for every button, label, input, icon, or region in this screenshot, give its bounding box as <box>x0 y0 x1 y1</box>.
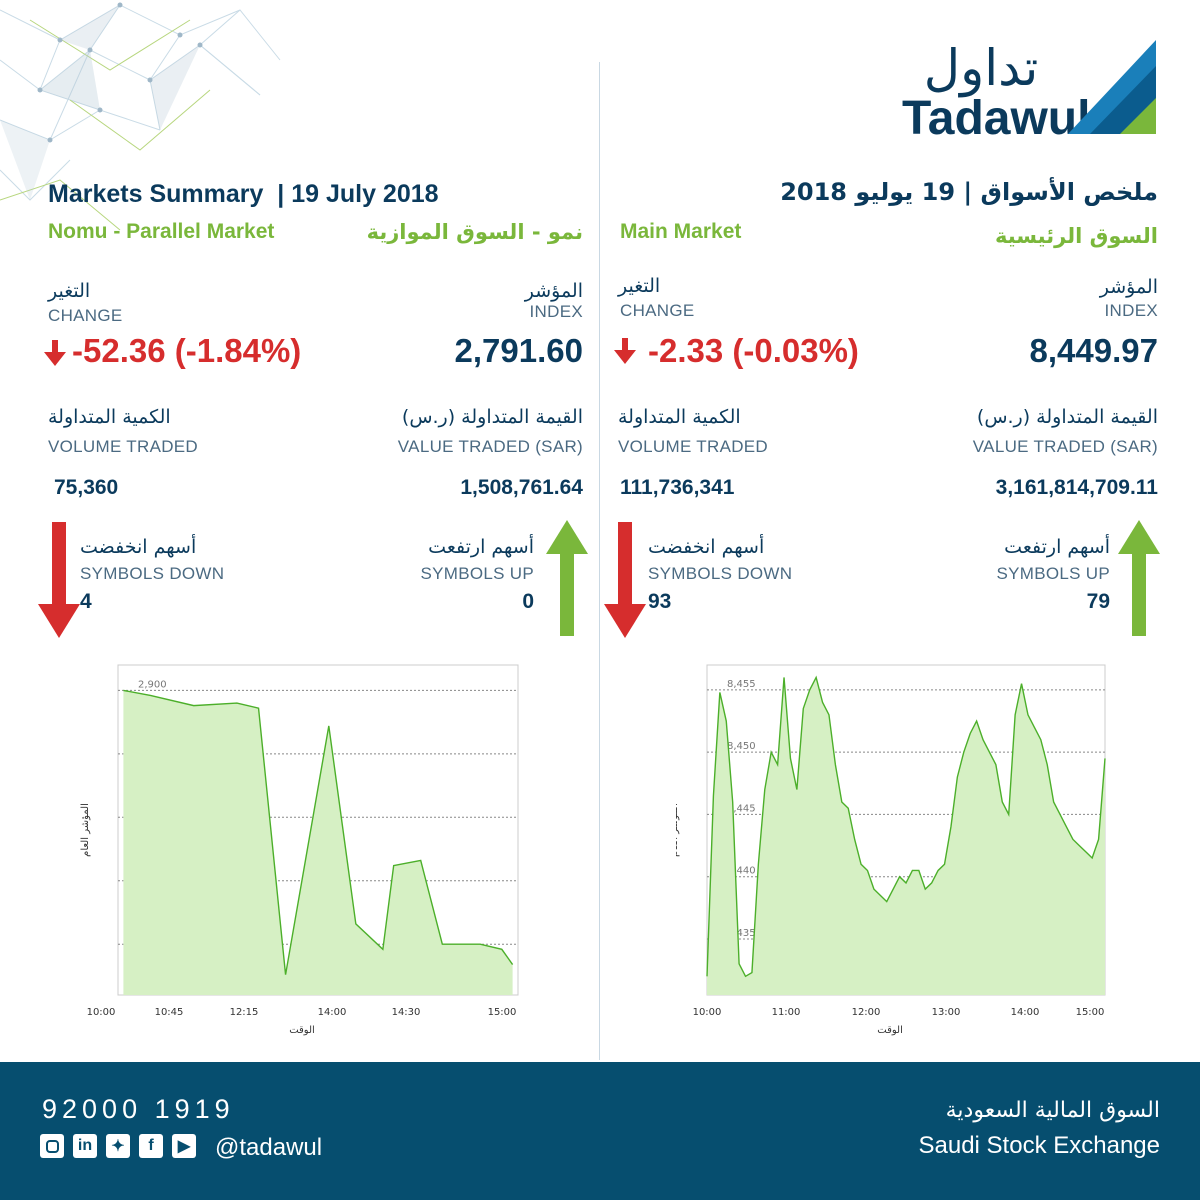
y-tick-label: 8,435 <box>727 928 756 939</box>
y-axis-title: المؤشر العام <box>676 803 680 857</box>
x-tick-label: 15:00 <box>1076 1007 1105 1018</box>
right-change-en: CHANGE <box>620 301 695 320</box>
nomu-intraday-chart: 2,9002,8752,8502,8252,80010:0010:4512:15… <box>80 664 519 1036</box>
right-up-en: SYMBOLS UP <box>996 564 1110 583</box>
left-change-down-icon <box>44 340 66 366</box>
x-tick-label: 14:30 <box>392 1007 421 1018</box>
left-index-ar: المؤشر <box>524 280 583 302</box>
right-up-ar: أسهم ارتفعت <box>1004 536 1110 558</box>
right-volume-en: VOLUME TRADED <box>618 437 769 456</box>
facebook-icon[interactable]: f <box>139 1134 163 1158</box>
left-up-ar: أسهم ارتفعت <box>428 536 534 558</box>
right-down-ar: أسهم انخفضت <box>648 536 765 558</box>
y-axis-title: المؤشر العام <box>80 803 91 857</box>
right-subtitle-en: Main Market <box>620 220 742 243</box>
y-tick-label: 2,900 <box>138 679 167 690</box>
left-value-ar: القيمة المتداولة (ر.س) <box>401 406 583 428</box>
left-up-en: SYMBOLS UP <box>420 564 534 583</box>
right-index-ar: المؤشر <box>1099 276 1158 298</box>
youtube-icon[interactable]: ▶ <box>172 1134 196 1158</box>
series-area <box>707 677 1105 995</box>
right-value-value: 3,161,814,709.11 <box>995 476 1158 499</box>
linkedin-icon[interactable]: in <box>73 1134 97 1158</box>
left-volume-value: 75,360 <box>54 476 119 499</box>
left-subtitle-en: Nomu - Parallel Market <box>48 220 275 243</box>
series-area <box>123 690 513 995</box>
right-value-ar: القيمة المتداولة (ر.س) <box>976 406 1158 428</box>
left-index-value: 2,791.60 <box>454 332 583 369</box>
x-axis-title: الوقت <box>289 1025 315 1036</box>
footer-exchange-en: Saudi Stock Exchange <box>918 1132 1161 1159</box>
left-down-ar: أسهم انخفضت <box>80 536 197 558</box>
right-symbols-down-arrow-icon <box>604 522 646 638</box>
footer-bar: 92000 1919 in ✦ f ▶ @tadawul السوق المال… <box>0 1062 1200 1200</box>
series-line <box>123 689 514 975</box>
right-change-ar: التغير <box>618 275 661 297</box>
twitter-icon[interactable]: ✦ <box>106 1134 130 1158</box>
left-symbols-up-arrow-icon <box>546 520 588 636</box>
x-tick-label: 10:00 <box>693 1007 722 1018</box>
x-tick-label: 14:00 <box>1011 1007 1040 1018</box>
right-up-value: 79 <box>1086 590 1110 613</box>
left-change-en: CHANGE <box>48 306 123 325</box>
left-title: Markets Summary | 19 July 2018 <box>48 180 439 208</box>
right-value-en: VALUE TRADED (SAR) <box>972 437 1158 456</box>
social-icons: in ✦ f ▶ <box>40 1134 196 1158</box>
x-tick-label: 10:45 <box>155 1007 184 1018</box>
right-volume-value: 111,736,341 <box>620 476 735 499</box>
y-tick-label: 8,440 <box>727 866 756 877</box>
right-title: ملخص الأسواق | 19 يوليو 2018 <box>780 178 1158 206</box>
footer-handle[interactable]: @tadawul <box>215 1134 323 1161</box>
right-subtitle-ar: السوق الرئيسية <box>995 224 1158 248</box>
x-tick-label: 14:00 <box>318 1007 347 1018</box>
logo-arabic: تداول <box>923 39 1039 97</box>
y-tick-label: 8,450 <box>727 741 756 752</box>
y-tick-label: 8,455 <box>727 679 756 690</box>
x-tick-label: 12:15 <box>230 1007 259 1018</box>
right-down-value: 93 <box>648 590 672 613</box>
left-volume-ar: الكمية المتداولة <box>48 406 171 428</box>
y-tick-label: 8,445 <box>727 803 756 814</box>
logo-mark-icon <box>1068 40 1156 134</box>
footer-exchange-ar: السوق المالية السعودية <box>945 1098 1160 1123</box>
right-change-down-icon <box>614 338 636 364</box>
left-change-value: -52.36 (-1.84%) <box>72 332 302 369</box>
logo-latin: Tadawul <box>902 92 1091 145</box>
tadawul-logo: تداول Tadawul <box>896 40 1166 150</box>
network-decoration <box>0 2 281 231</box>
right-symbols-up-arrow-icon <box>1118 520 1160 636</box>
right-index-en: INDEX <box>1104 301 1158 320</box>
right-volume-ar: الكمية المتداولة <box>618 406 741 428</box>
right-index-value: 8,449.97 <box>1029 332 1158 369</box>
right-change-value: -2.33 (-0.03%) <box>648 332 859 369</box>
x-tick-label: 10:00 <box>87 1007 116 1018</box>
left-index-en: INDEX <box>529 302 583 321</box>
left-up-value: 0 <box>522 590 534 613</box>
series-line <box>706 675 1106 978</box>
column-divider <box>599 62 600 1060</box>
x-tick-label: 13:00 <box>932 1007 961 1018</box>
left-symbols-down-arrow-icon <box>38 522 80 638</box>
left-value-en: VALUE TRADED (SAR) <box>397 437 583 456</box>
left-subtitle-ar: نمو - السوق الموازية <box>366 220 583 244</box>
left-volume-en: VOLUME TRADED <box>48 437 199 456</box>
footer-phone: 92000 1919 <box>42 1094 235 1124</box>
x-tick-label: 11:00 <box>772 1007 801 1018</box>
right-down-en: SYMBOLS DOWN <box>648 564 793 583</box>
left-down-value: 4 <box>80 590 92 613</box>
left-change-ar: التغير <box>48 280 91 302</box>
main-market-intraday-chart: 8,455 8,450 8,445 8,440 8,435 10:00 11:00 12:00… <box>676 664 1106 1036</box>
x-axis-title: الوقت <box>877 1025 903 1036</box>
left-down-en: SYMBOLS DOWN <box>80 564 225 583</box>
instagram-icon[interactable] <box>40 1134 64 1158</box>
left-value-value: 1,508,761.64 <box>460 476 583 499</box>
x-tick-label: 15:00 <box>488 1007 517 1018</box>
x-tick-label: 12:00 <box>852 1007 881 1018</box>
